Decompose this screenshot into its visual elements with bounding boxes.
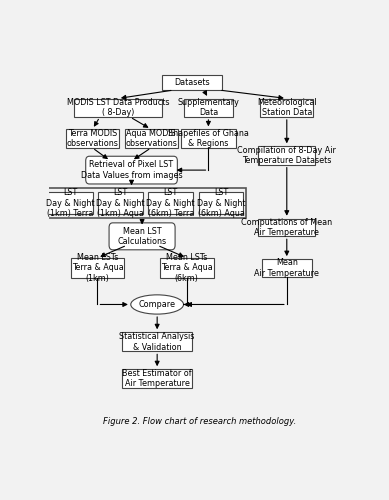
FancyBboxPatch shape: [262, 259, 312, 277]
FancyBboxPatch shape: [184, 98, 233, 117]
FancyBboxPatch shape: [162, 74, 222, 90]
Text: Shapefiles of Ghana
& Regions: Shapefiles of Ghana & Regions: [168, 129, 249, 148]
FancyBboxPatch shape: [199, 192, 244, 214]
Text: LST
Day & Night
(6km) Aqua: LST Day & Night (6km) Aqua: [197, 188, 245, 218]
Text: Supplementary
Data: Supplementary Data: [177, 98, 239, 117]
Text: Mean
Air Temperature: Mean Air Temperature: [254, 258, 319, 278]
Text: Compilation of 8-Day Air
Temperature Datasets: Compilation of 8-Day Air Temperature Dat…: [237, 146, 336, 165]
FancyBboxPatch shape: [149, 192, 193, 214]
Text: Datasets: Datasets: [174, 78, 210, 87]
Text: Compare: Compare: [138, 300, 176, 309]
Text: Best Estimator of
Air Temperature: Best Estimator of Air Temperature: [123, 369, 192, 388]
Text: Aqua MODIS
observations: Aqua MODIS observations: [125, 129, 177, 148]
Text: Mean LSTs
Terra & Aqua
(6km): Mean LSTs Terra & Aqua (6km): [161, 253, 212, 283]
FancyBboxPatch shape: [260, 98, 313, 117]
Text: LST
Day & Night
(1km) Terra: LST Day & Night (1km) Terra: [46, 188, 95, 218]
FancyBboxPatch shape: [66, 130, 119, 148]
Text: MODIS LST Data Products
( 8-Day): MODIS LST Data Products ( 8-Day): [67, 98, 169, 117]
Text: LST
Day & Night
(1km) Aqua: LST Day & Night (1km) Aqua: [96, 188, 145, 218]
FancyBboxPatch shape: [86, 156, 177, 184]
Text: Statistical Analysis
& Validation: Statistical Analysis & Validation: [119, 332, 195, 351]
Text: Computations of Mean
Air Temperature: Computations of Mean Air Temperature: [241, 218, 332, 237]
FancyBboxPatch shape: [71, 258, 124, 278]
Text: Mean LSTs
Terra & Aqua
(1km): Mean LSTs Terra & Aqua (1km): [72, 253, 123, 283]
Text: Meteorological
Station Data: Meteorological Station Data: [257, 98, 317, 117]
Text: Figure 2. Flow chart of research methodology.: Figure 2. Flow chart of research methodo…: [103, 418, 296, 426]
FancyBboxPatch shape: [123, 332, 192, 351]
FancyBboxPatch shape: [109, 223, 175, 250]
FancyBboxPatch shape: [74, 98, 162, 117]
FancyBboxPatch shape: [48, 192, 93, 214]
FancyBboxPatch shape: [98, 192, 143, 214]
Text: Mean LST
Calculations: Mean LST Calculations: [117, 226, 166, 246]
Text: Retrieval of Pixel LST
Data Values from images: Retrieval of Pixel LST Data Values from …: [81, 160, 182, 180]
Text: Terra MODIS
observations: Terra MODIS observations: [67, 129, 118, 148]
FancyBboxPatch shape: [258, 218, 315, 236]
FancyBboxPatch shape: [160, 258, 214, 278]
Text: LST
Day & Night
(6km) Terra: LST Day & Night (6km) Terra: [147, 188, 195, 218]
FancyBboxPatch shape: [125, 130, 177, 148]
Ellipse shape: [131, 295, 184, 314]
FancyBboxPatch shape: [258, 146, 315, 165]
FancyBboxPatch shape: [123, 369, 192, 388]
FancyBboxPatch shape: [180, 130, 236, 148]
